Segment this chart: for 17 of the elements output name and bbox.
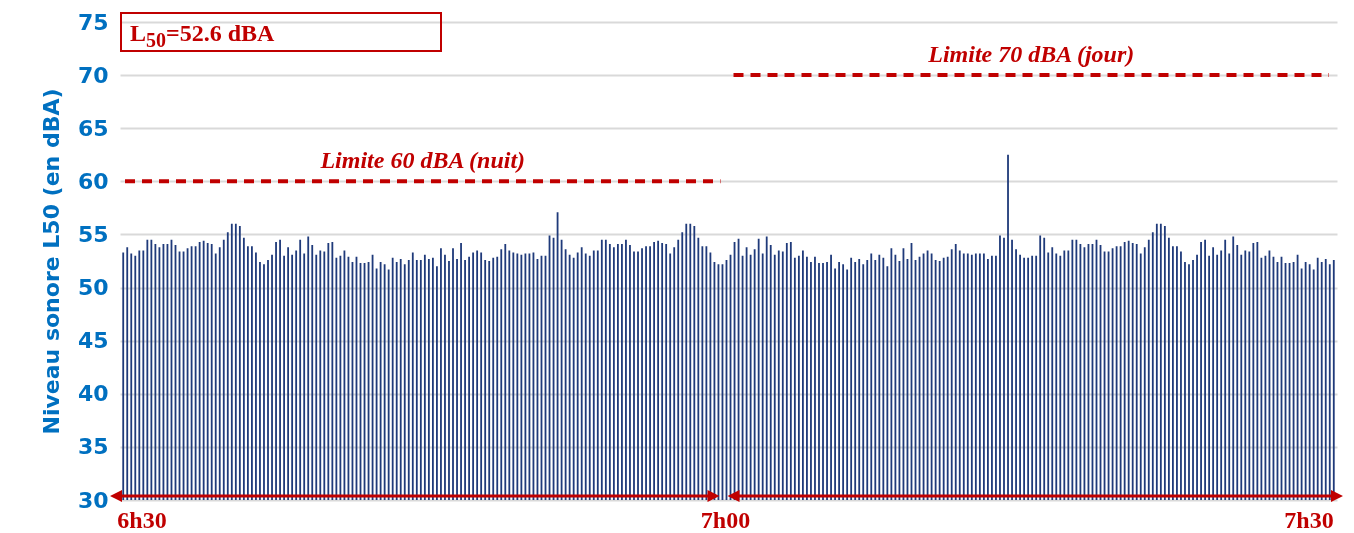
y-tick-label: 60 — [77, 168, 109, 194]
text: 7h00 — [700, 507, 751, 533]
y-tick-label: 30 — [77, 487, 109, 513]
y-tick-label: 45 — [77, 328, 109, 354]
y-tick-label: 35 — [77, 434, 109, 460]
ref-line-label: Limite 70 dBA (jour) — [927, 41, 1135, 68]
y-axis-title: Niveau sonore L50 (en dBA) — [38, 88, 64, 435]
y-tick-label: 55 — [77, 221, 109, 247]
ref-line-label: Limite 60 dBA (nuit) — [319, 147, 526, 174]
text: 7h30 — [1284, 507, 1334, 533]
y-tick-label: 50 — [77, 275, 109, 301]
annotation: L$_{50}$=52.6 dBA — [120, 12, 442, 52]
y-tick-label: 40 — [77, 381, 109, 407]
text: 6h30 — [117, 507, 167, 533]
y-tick-label: 70 — [77, 62, 109, 88]
y-tick-label: 75 — [77, 9, 109, 35]
y-tick-label: 65 — [77, 115, 109, 141]
